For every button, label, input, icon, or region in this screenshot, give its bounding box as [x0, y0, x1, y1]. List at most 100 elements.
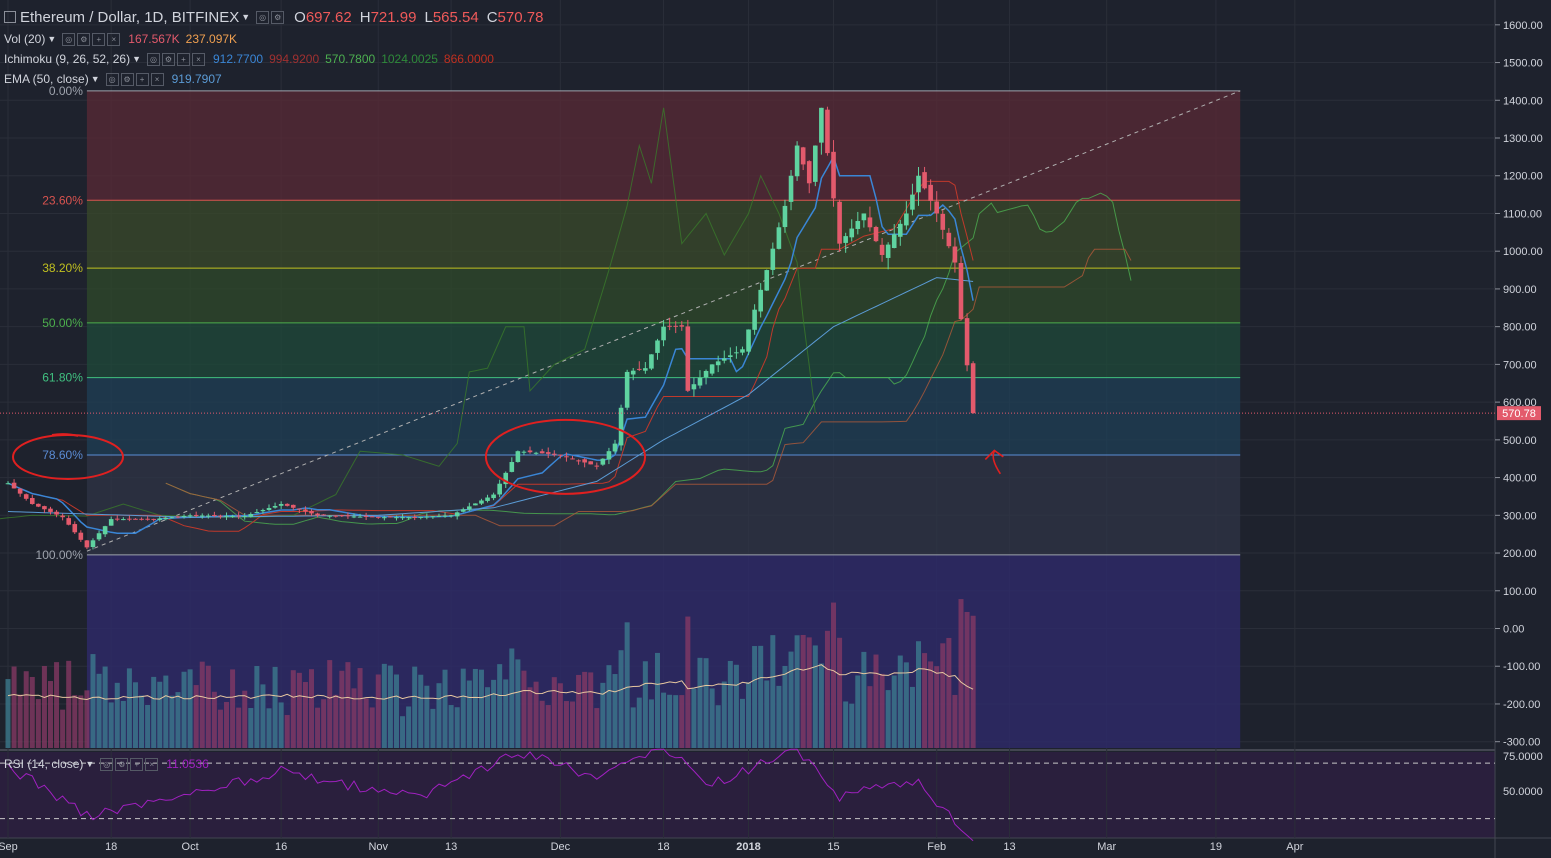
volume-bar	[47, 681, 53, 748]
volume-bar	[879, 673, 885, 748]
price-tick-label: 200.00	[1503, 548, 1537, 560]
candle-body	[606, 451, 612, 460]
volume-bar	[193, 685, 199, 748]
candle-body	[588, 461, 594, 465]
candle-body	[843, 236, 848, 243]
candle-body	[800, 147, 806, 165]
settings-icon[interactable]: ⚙	[271, 10, 285, 24]
candle-body	[96, 533, 102, 540]
candle	[212, 511, 217, 518]
volume-bar	[466, 680, 472, 748]
candle-body	[169, 517, 175, 519]
close-icon[interactable]: ×	[107, 32, 121, 46]
fib-zone	[86, 268, 1241, 323]
fib-zone	[86, 200, 1241, 269]
eye-icon[interactable]: ◎	[147, 52, 160, 66]
plus-icon[interactable]: +	[130, 757, 144, 771]
candle	[764, 269, 770, 291]
candle	[582, 458, 587, 468]
candle	[102, 525, 108, 537]
fib-zone	[86, 454, 1241, 555]
volume-bar	[387, 665, 393, 748]
plus-icon[interactable]: +	[92, 32, 106, 46]
collapse-icon[interactable]	[4, 11, 16, 23]
candle	[199, 513, 205, 519]
candle	[837, 199, 842, 252]
candle-body	[139, 518, 144, 520]
rsi-tick-label: 75.0000	[1503, 751, 1543, 763]
candle-body	[284, 503, 290, 506]
price-tick-label: 800.00	[1503, 322, 1537, 334]
candle	[375, 516, 381, 519]
settings-icon[interactable]: ⚙	[120, 72, 134, 86]
chevron-down-icon[interactable]: ▼	[241, 12, 251, 22]
plus-icon[interactable]: +	[135, 72, 149, 86]
candle	[412, 514, 417, 521]
settings-icon[interactable]: ⚙	[77, 32, 91, 46]
chevron-down-icon[interactable]: ▼	[85, 759, 95, 769]
candle	[904, 201, 909, 230]
candle-body	[782, 205, 788, 228]
chevron-down-icon[interactable]: ▼	[90, 74, 100, 84]
volume-bar	[934, 666, 940, 748]
volume-bar	[157, 681, 163, 748]
close-icon[interactable]: ×	[145, 757, 159, 771]
price-tick-label: -300.00	[1503, 737, 1540, 749]
candle-body	[630, 370, 636, 375]
candle-body	[533, 452, 539, 454]
plus-icon[interactable]: +	[177, 52, 190, 66]
volume-bar	[873, 654, 879, 748]
settings-icon[interactable]: ⚙	[162, 52, 175, 66]
candle	[515, 450, 521, 463]
candle-body	[946, 232, 952, 247]
settings-icon[interactable]: ⚙	[115, 757, 129, 771]
volume-bar	[363, 698, 369, 748]
eye-icon[interactable]: ◎	[256, 10, 270, 24]
candle-body	[594, 465, 600, 467]
candle	[867, 206, 873, 232]
vol-legend: Vol (20) ▼ ◎ ⚙ + × 167.567K 237.097K	[4, 30, 237, 48]
candle-body	[78, 532, 84, 540]
candle-body	[406, 517, 411, 519]
volume-bar	[576, 674, 582, 748]
candle-body	[819, 107, 824, 143]
candle-body	[624, 371, 630, 408]
volume-bar	[849, 703, 855, 748]
candle-body	[916, 175, 921, 193]
candle-body	[612, 443, 618, 452]
time-tick-label: 13	[445, 841, 457, 853]
candle-body	[266, 508, 272, 511]
candle-body	[260, 510, 266, 512]
candle	[709, 364, 715, 376]
close-icon[interactable]: ×	[150, 72, 164, 86]
price-tick-label: 1200.00	[1503, 171, 1543, 183]
chevron-down-icon[interactable]: ▼	[47, 34, 57, 44]
candle-body	[418, 516, 424, 518]
rsi-background	[0, 752, 1495, 838]
time-tick-label: Oct	[182, 841, 199, 853]
candle-body	[788, 175, 794, 202]
eye-icon[interactable]: ◎	[105, 72, 119, 86]
eye-icon[interactable]: ◎	[100, 757, 114, 771]
candle-body	[357, 516, 363, 518]
candle	[454, 511, 460, 520]
candle-body	[23, 494, 29, 499]
candle-body	[649, 354, 654, 369]
candle	[758, 283, 763, 318]
eye-icon[interactable]: ◎	[62, 32, 76, 46]
open-value: 697.62	[305, 8, 352, 26]
time-tick-label: 18	[105, 841, 117, 853]
volume-bar	[958, 599, 964, 748]
candle-body	[503, 472, 509, 485]
candle-body	[412, 516, 417, 518]
close-icon[interactable]: ×	[192, 52, 205, 66]
volume-bar	[126, 668, 132, 748]
volume-bar	[175, 692, 181, 748]
candle	[649, 354, 654, 371]
candle	[928, 179, 933, 211]
chevron-down-icon[interactable]: ▼	[132, 54, 141, 64]
candle-body	[655, 340, 660, 353]
candle	[527, 446, 533, 454]
